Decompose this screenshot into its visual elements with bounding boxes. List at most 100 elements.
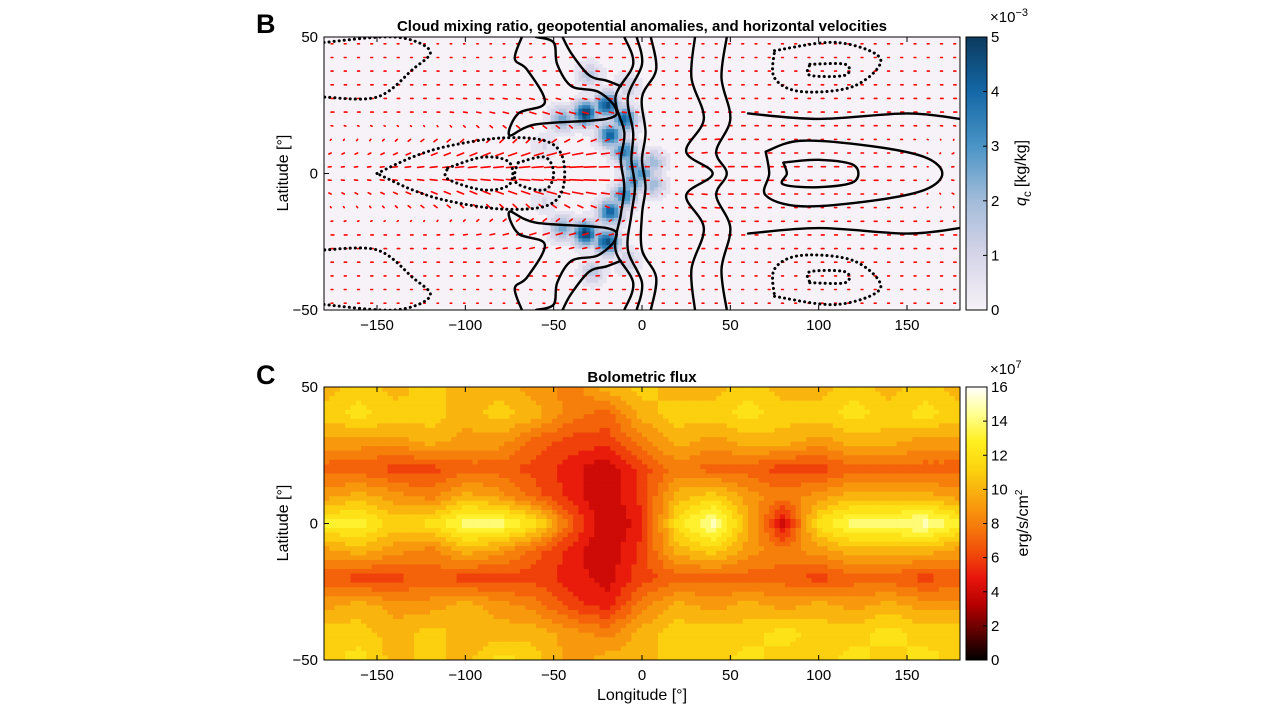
cloud-cell xyxy=(614,265,619,270)
flux-cell xyxy=(901,437,908,443)
wind-arrow xyxy=(367,191,372,195)
wind-arrow xyxy=(608,247,614,250)
cloud-cell xyxy=(590,95,595,99)
flux-cell xyxy=(801,446,807,452)
flux-cell xyxy=(435,437,442,443)
flux-cell xyxy=(610,405,617,411)
flux-cell xyxy=(530,487,537,493)
cloud-cell xyxy=(665,183,671,188)
wind-arrow xyxy=(416,165,425,169)
flux-cell xyxy=(864,409,871,415)
flux-cell xyxy=(350,450,357,456)
cloud-cell xyxy=(614,245,619,250)
flux-cell xyxy=(350,391,357,397)
flux-cell xyxy=(854,396,860,402)
flux-cell xyxy=(949,418,956,424)
flux-cell xyxy=(769,478,776,484)
flux-cell xyxy=(917,473,924,479)
cloud-cell xyxy=(610,248,615,253)
flux-cell xyxy=(594,437,601,443)
flux-cell xyxy=(382,487,389,493)
flux-cell xyxy=(907,427,913,434)
flux-cell xyxy=(557,400,564,406)
wind-arrow xyxy=(404,178,412,182)
flux-cell xyxy=(716,446,723,452)
flux-cell xyxy=(414,464,420,470)
wind-arrow xyxy=(480,165,491,169)
flux-cell xyxy=(790,387,797,393)
flux-cell xyxy=(758,455,765,461)
flux-cell xyxy=(753,450,760,456)
flux-cell xyxy=(578,387,585,393)
flux-cell xyxy=(726,405,733,411)
flux-cell xyxy=(700,437,707,443)
flux-cell xyxy=(525,478,532,484)
flux-cell xyxy=(716,487,723,493)
flux-cell xyxy=(869,409,876,415)
flux-cell xyxy=(663,487,670,493)
flux-cell xyxy=(329,423,336,429)
positive-contour xyxy=(715,37,732,310)
cloud-cell xyxy=(558,234,563,239)
flux-cell xyxy=(816,409,823,415)
cloud-heatmap xyxy=(324,37,960,310)
flux-cell xyxy=(483,441,489,447)
cloud-cell xyxy=(645,193,651,198)
flux-cell xyxy=(732,459,738,465)
flux-cell xyxy=(546,391,553,397)
flux-cell xyxy=(885,409,892,415)
wind-arrow xyxy=(391,165,399,168)
flux-cell xyxy=(445,409,452,415)
flux-cell xyxy=(785,487,791,493)
flux-cell xyxy=(610,455,617,461)
flux-cell xyxy=(827,432,834,438)
flux-cell xyxy=(885,400,892,406)
flux-cell xyxy=(901,432,908,438)
flux-cell xyxy=(567,487,574,493)
flux-cell xyxy=(536,396,542,402)
flux-cell xyxy=(477,464,484,470)
flux-cell xyxy=(769,464,776,470)
flux-cell xyxy=(668,405,675,411)
wind-arrow xyxy=(396,124,400,128)
flux-cell xyxy=(324,487,330,493)
flux-cell xyxy=(589,423,595,429)
cloud-cell xyxy=(586,125,591,130)
flux-cell xyxy=(604,482,611,488)
cloud-cell xyxy=(598,238,603,243)
flux-cell xyxy=(949,468,956,475)
wind-arrow xyxy=(354,152,359,155)
cloud-cell xyxy=(530,139,536,144)
wind-arrow xyxy=(394,205,399,209)
flux-cell xyxy=(329,464,336,470)
flux-cell xyxy=(875,446,882,452)
flux-cell xyxy=(832,441,839,447)
flux-cell xyxy=(801,455,807,461)
flux-cell xyxy=(912,455,919,461)
wind-arrow xyxy=(583,165,597,168)
cloud-cell xyxy=(634,193,639,198)
cloud-cell xyxy=(610,214,615,219)
cloud-cell xyxy=(542,197,548,202)
cloud-cell xyxy=(562,211,567,215)
cloud-cell xyxy=(594,234,599,239)
flux-cell xyxy=(901,418,908,424)
flux-cell xyxy=(615,423,622,429)
flux-cell xyxy=(705,473,712,479)
flux-cell xyxy=(440,405,447,411)
cloud-cell xyxy=(542,211,548,215)
flux-cell xyxy=(742,478,749,484)
flux-cell xyxy=(525,482,532,488)
wind-arrow xyxy=(433,138,438,143)
flux-cell xyxy=(811,464,818,470)
flux-cell xyxy=(875,468,882,475)
cloud-cell xyxy=(622,238,627,243)
flux-cell xyxy=(456,491,463,497)
flux-cell xyxy=(546,409,553,415)
cloud-cell xyxy=(645,187,651,192)
flux-cell xyxy=(896,405,903,411)
flux-cell xyxy=(361,432,367,438)
flux-cell xyxy=(345,418,352,424)
flux-cell xyxy=(414,427,420,434)
flux-cell xyxy=(737,427,744,434)
